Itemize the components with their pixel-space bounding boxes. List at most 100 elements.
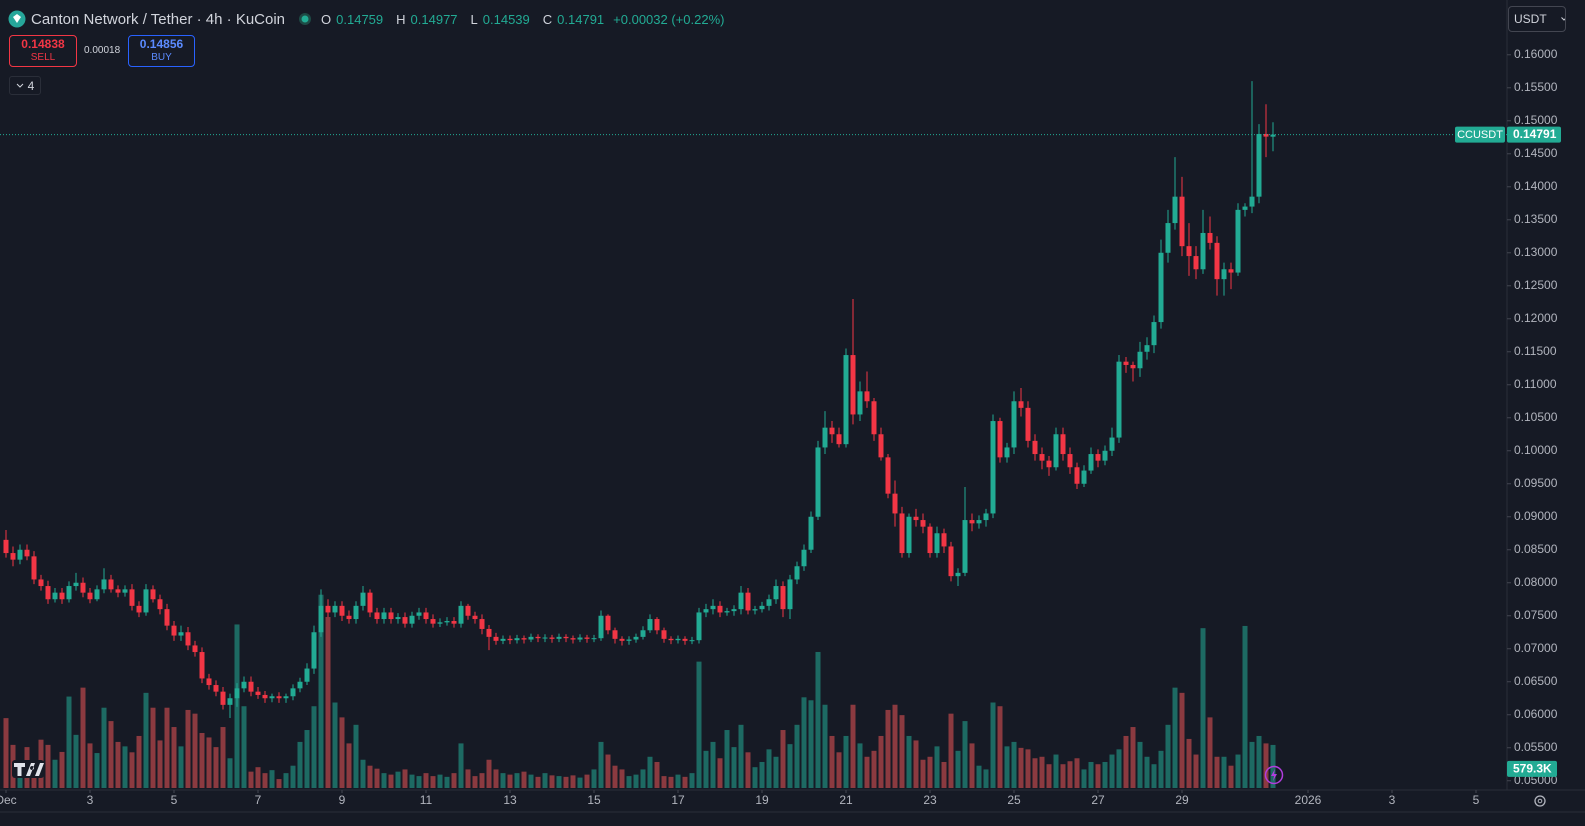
candle-body (17, 549, 23, 560)
candle-body (514, 638, 520, 641)
volume-bar (843, 735, 849, 788)
y-tick-label: 0.13000 (1514, 245, 1558, 259)
candle-body (1081, 470, 1087, 484)
candle-body (633, 636, 639, 640)
volume-bar (633, 774, 639, 788)
volume-bar (1228, 765, 1234, 788)
volume-bar (1004, 746, 1010, 788)
x-tick-label: 23 (923, 793, 937, 807)
y-tick-label: 0.08000 (1514, 575, 1558, 589)
volume-bar (1200, 628, 1206, 788)
candle-body (1018, 401, 1024, 408)
volume-bar (136, 735, 142, 788)
candle-body (934, 533, 940, 554)
volume-bar (1109, 754, 1115, 788)
candle-body (1039, 454, 1045, 461)
volume-bar (1249, 741, 1255, 788)
x-tick-label: 11 (420, 793, 433, 807)
candle-body (640, 630, 646, 637)
volume-bar (997, 706, 1003, 788)
volume-bar (290, 765, 296, 788)
volume-bar (185, 709, 191, 788)
candle-body (794, 566, 800, 580)
buy-button[interactable]: 0.14856 BUY (128, 35, 195, 67)
candle-body (542, 637, 548, 639)
y-tick-label: 0.15000 (1514, 113, 1558, 127)
volume-bar (367, 765, 373, 788)
candle-body (1074, 467, 1080, 484)
volume-bar (360, 759, 366, 788)
volume-bar (1018, 747, 1024, 788)
candle-body (1095, 454, 1101, 461)
candle-body (752, 609, 758, 611)
ohlc-value: 0.14977 (410, 11, 458, 27)
volume-bar (3, 718, 9, 788)
volume-bar (1067, 761, 1073, 788)
volume-bar (983, 769, 989, 788)
volume-bar (220, 727, 226, 788)
lightning-button[interactable] (1264, 765, 1284, 785)
candle-body (647, 619, 653, 631)
y-tick-label: 0.11000 (1514, 377, 1557, 391)
volume-bar (878, 735, 884, 788)
candle-body (1032, 440, 1038, 455)
volume-bar (1235, 754, 1241, 788)
volume-bar (1116, 749, 1122, 788)
volume-bar (864, 756, 870, 788)
volume-bar (129, 752, 135, 788)
candle-body (1060, 434, 1066, 455)
volume-bar (465, 769, 471, 788)
candle-body (759, 605, 765, 610)
volume-bar (710, 741, 716, 788)
volume-bar (948, 713, 954, 788)
candle-body (1067, 454, 1073, 468)
volume-bar (115, 741, 121, 788)
y-tick-label: 0.14000 (1514, 179, 1558, 193)
candle-body (1214, 242, 1220, 280)
volume-bar (1053, 754, 1059, 788)
x-tick-label: Dec (0, 793, 17, 807)
volume-bar (500, 773, 506, 788)
volume-bar (850, 704, 856, 788)
candle-body (416, 612, 422, 616)
volume-bar (570, 775, 576, 788)
volume-bar (913, 740, 919, 788)
volume-bar (899, 715, 905, 788)
lightning-ring (1264, 765, 1284, 785)
volume-bar (94, 753, 100, 788)
volume-bar (542, 773, 548, 788)
indicator-toggle[interactable]: 4 (9, 76, 41, 95)
candle-body (381, 612, 387, 620)
candle-body (206, 678, 212, 686)
candle-body (822, 427, 828, 448)
volume-bar (654, 761, 660, 788)
y-tick-label: 0.14500 (1514, 146, 1558, 160)
candle-body (1242, 206, 1248, 210)
symbol-title[interactable]: Canton Network / Tether · 4h · KuCoin (31, 10, 286, 28)
volume-bar (598, 741, 604, 788)
sell-button[interactable]: 0.14838 SELL (9, 35, 77, 67)
candle-body (1193, 256, 1199, 270)
volume-bar (402, 769, 408, 788)
volume-bar (871, 750, 877, 788)
settings-button[interactable] (1534, 795, 1546, 807)
candle-body (472, 615, 478, 620)
candle-body (661, 630, 667, 639)
volume-bar (780, 730, 786, 788)
chevron (16, 83, 24, 88)
chevron (1560, 17, 1565, 21)
volume-bar (52, 759, 58, 788)
candle-body (724, 611, 730, 613)
volume-bar (619, 769, 625, 788)
candle-body (115, 589, 121, 593)
tv-logo (12, 760, 44, 778)
volume-bar (766, 749, 772, 788)
volume-bar (892, 704, 898, 788)
volume-bar (1102, 761, 1108, 788)
volume-bar (794, 724, 800, 788)
x-tick-label: 5 (171, 793, 178, 807)
volume-bar (1123, 735, 1129, 788)
currency-select[interactable]: USDT (1508, 6, 1566, 32)
candle-body (696, 612, 702, 641)
volume-bar (528, 774, 534, 788)
